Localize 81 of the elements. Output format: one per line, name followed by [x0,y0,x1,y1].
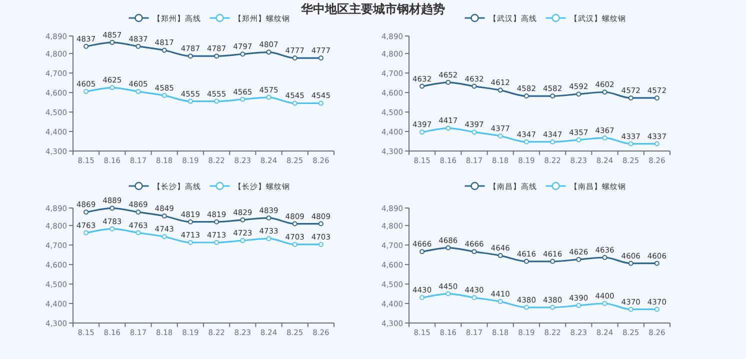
point [654,95,660,100]
point [446,245,451,250]
point [266,215,272,220]
point [318,100,324,106]
point [498,133,503,138]
point [628,306,634,312]
point [472,130,477,135]
point [136,44,141,49]
point [550,139,556,144]
point [214,98,220,104]
point [576,302,582,308]
point [136,230,141,236]
text: 华中地区主要城市钢材趋势 [300,2,445,16]
point [84,230,89,236]
point [472,249,477,254]
point [628,141,634,146]
point [240,96,246,102]
point [110,226,115,232]
point [498,299,503,304]
point [498,253,503,258]
point [84,210,89,215]
point [188,240,193,245]
point [420,130,425,135]
point [602,301,608,306]
point [136,89,141,94]
point [188,219,193,224]
point [188,98,193,104]
point [292,100,298,106]
point [654,260,660,266]
point [420,249,425,254]
point [162,213,167,218]
point [214,54,220,59]
point [266,236,272,242]
point [628,260,634,266]
point [110,206,115,211]
point [576,256,582,262]
point [472,84,477,89]
point [446,291,451,296]
point [214,219,220,224]
point [214,240,220,245]
point [498,88,503,93]
point [162,48,167,53]
point [550,94,556,99]
point [550,304,556,310]
point [266,50,272,55]
point [576,92,582,97]
point [292,242,298,247]
point [628,95,634,100]
point [110,85,115,90]
point [162,92,167,98]
point [524,304,529,310]
point [576,137,582,142]
point [162,234,167,240]
point [602,255,608,260]
point [240,238,246,244]
point [654,306,660,312]
point [420,84,425,89]
point [292,56,298,61]
point [654,141,660,146]
point [136,210,141,215]
point [84,44,89,49]
point [318,56,324,61]
point [266,94,272,100]
point [110,40,115,45]
point [84,89,89,94]
point [240,52,246,57]
point [240,217,246,222]
point [524,258,529,264]
point [446,126,451,131]
point [292,221,298,226]
point [318,221,324,226]
point [420,295,425,300]
point [550,258,556,264]
point [472,295,477,300]
point [446,80,451,85]
point [524,94,529,99]
point [188,54,193,59]
point [602,135,608,140]
point [602,90,608,95]
point [524,139,529,144]
point [318,242,324,247]
